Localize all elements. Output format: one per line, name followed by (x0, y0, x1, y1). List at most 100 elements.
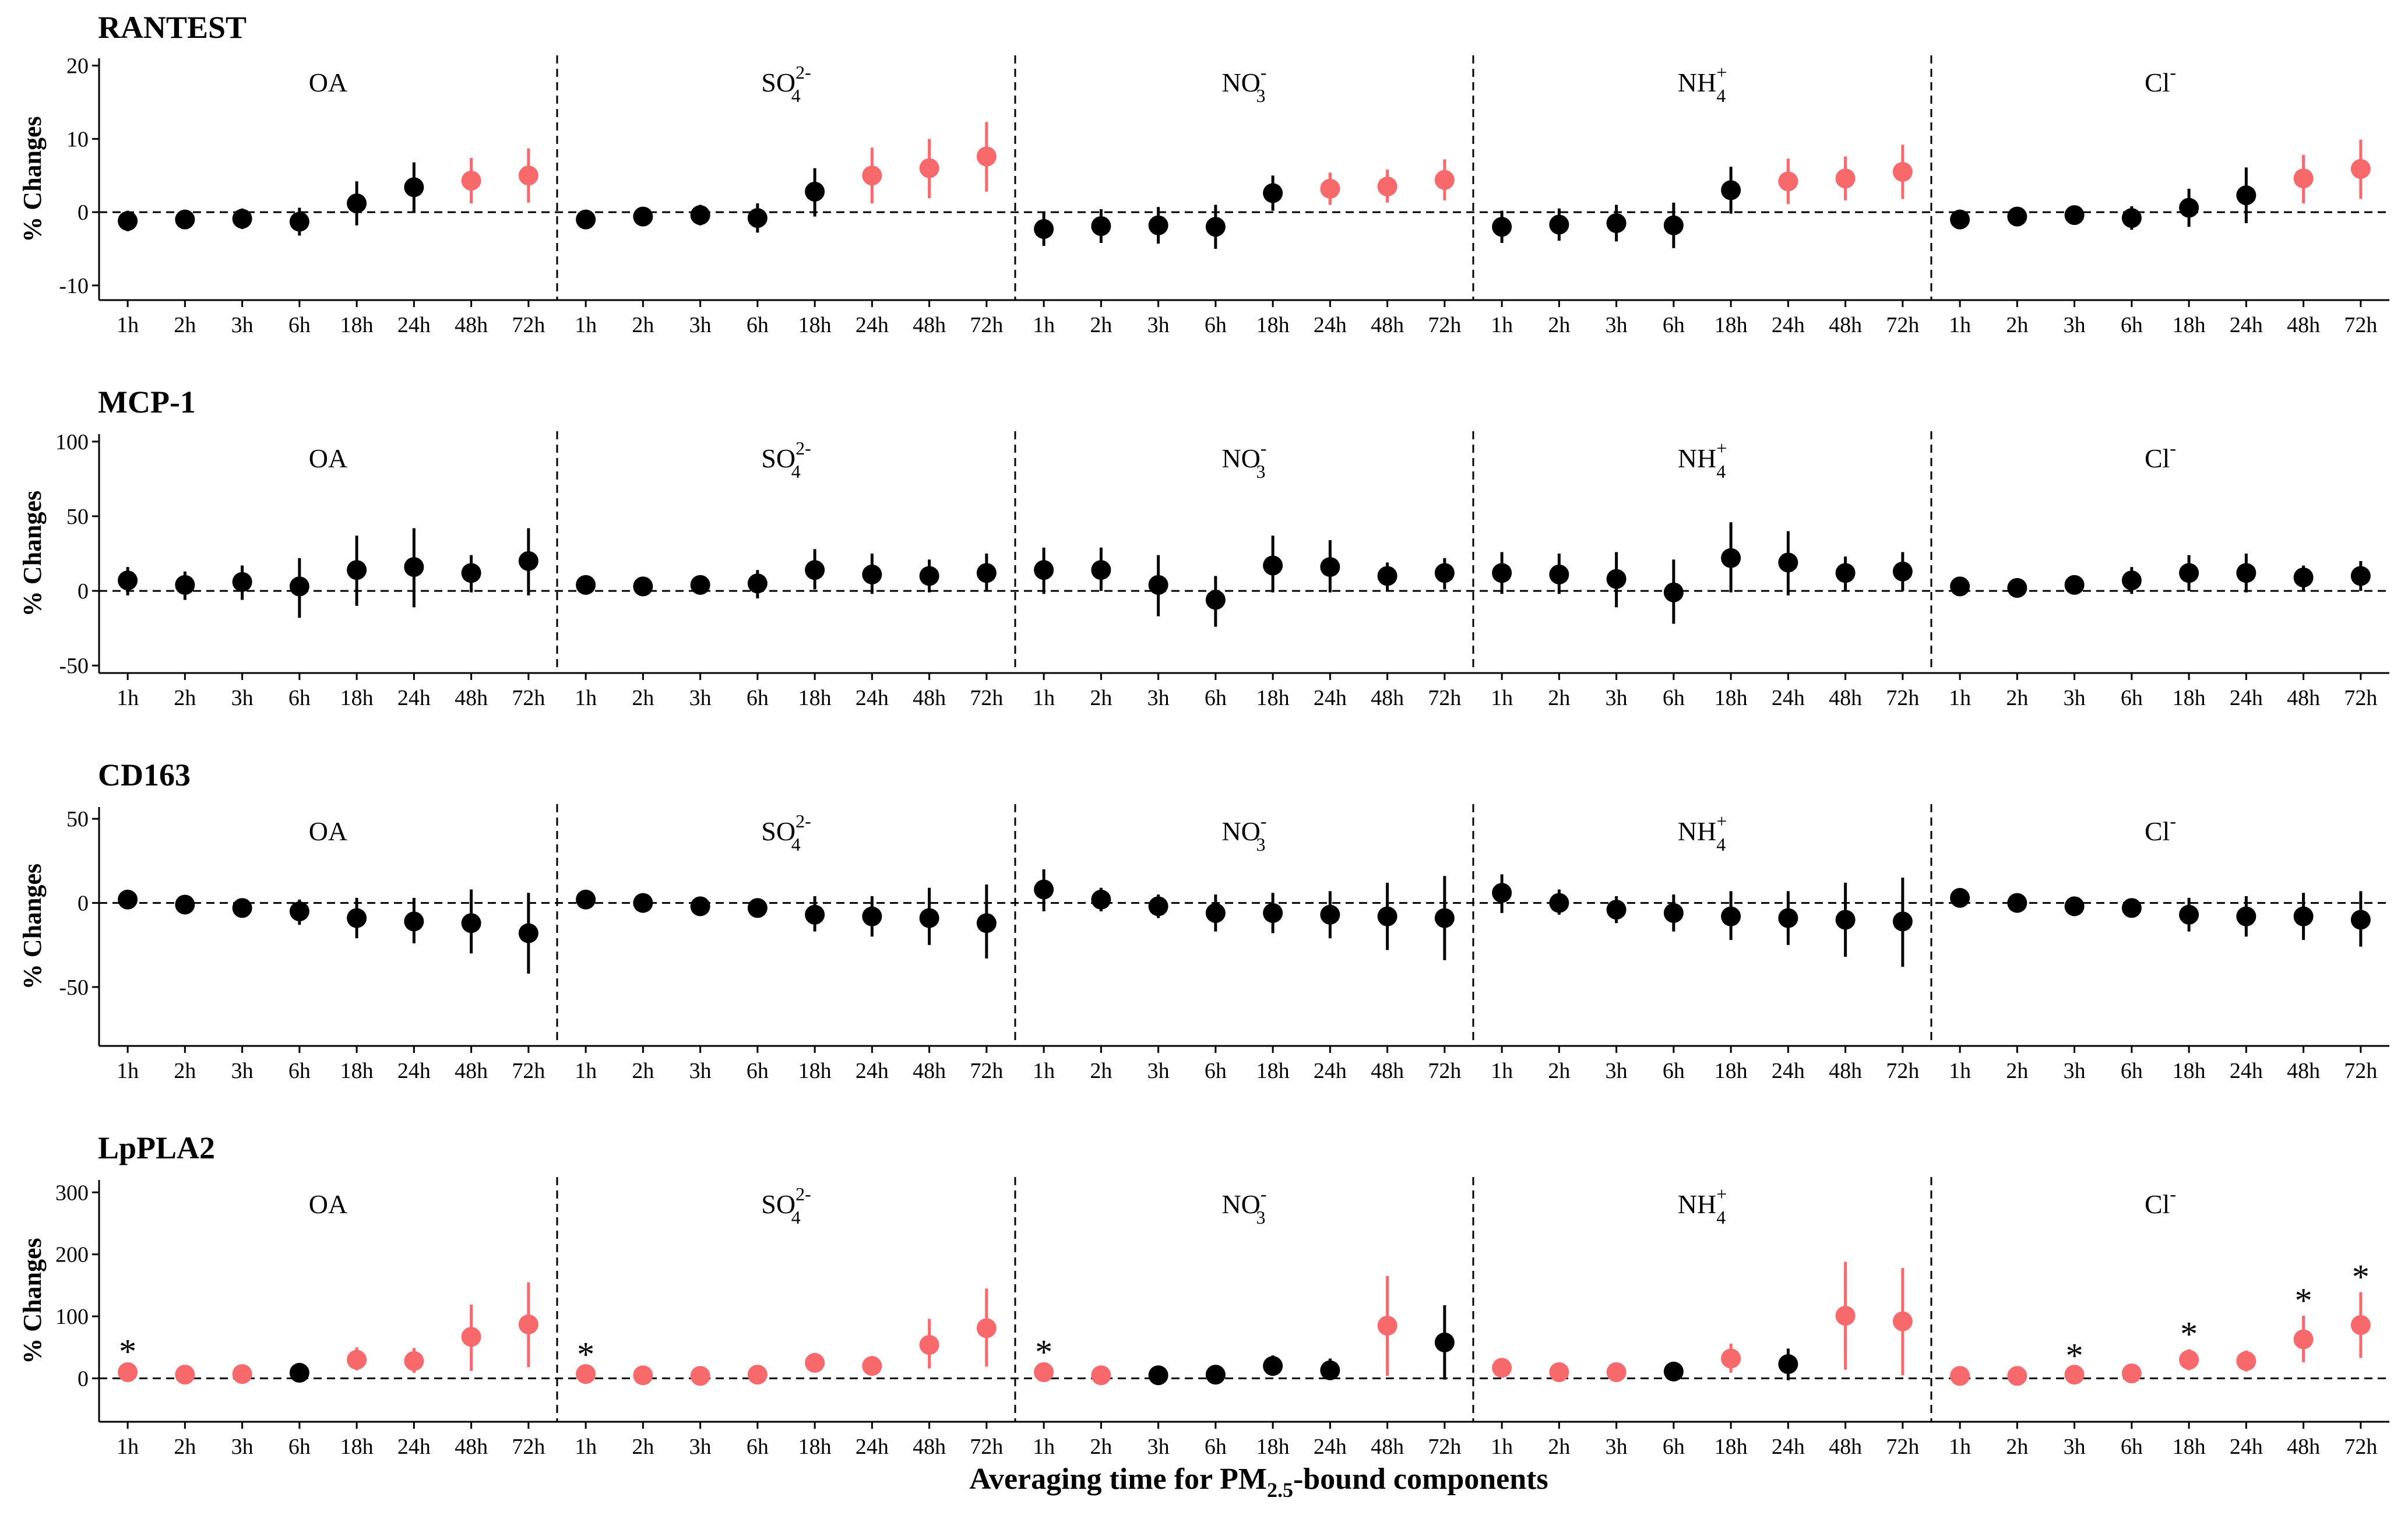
data-point (1721, 180, 1741, 200)
group-label-superscript: - (1261, 1183, 1267, 1204)
data-point (747, 573, 768, 594)
group-so: SO2-4 1h 2h 3h 6h 18h 24h 48h 72h (575, 438, 1003, 710)
group-label: NH+ 4 (1678, 1183, 1727, 1228)
x-tick-label: 18h (340, 686, 374, 710)
group-label-subscript: 4 (791, 834, 801, 855)
data-point (1606, 1362, 1627, 1382)
data-point (404, 557, 424, 577)
group-label-base: OA (309, 443, 347, 473)
x-tick-label: 18h (340, 1435, 374, 1459)
x-tick-label: 2h (1090, 686, 1112, 710)
data-point (1034, 1362, 1054, 1382)
group-label-superscript: - (2170, 62, 2176, 83)
group-label-subscript: 4 (1716, 834, 1726, 855)
x-tick-label: 6h (1663, 313, 1685, 337)
data-point (2121, 898, 2142, 918)
x-tick-label: 6h (2121, 1059, 2143, 1083)
group-label-superscript: 2- (795, 1183, 811, 1204)
data-point (1950, 887, 1970, 908)
data-point (1434, 1332, 1455, 1352)
group-label: Cl- (2145, 62, 2176, 97)
data-point (1091, 889, 1111, 910)
y-tick-label: 0 (78, 1367, 89, 1391)
group-label-base: NO (1221, 68, 1260, 97)
data-point (461, 171, 481, 191)
data-point (1263, 1356, 1283, 1376)
x-tick-label: 3h (231, 1059, 254, 1083)
x-axis-label: Averaging time for PM2.5-bound component… (969, 1463, 1548, 1502)
data-point (1835, 1306, 1856, 1326)
data-point (2121, 570, 2142, 591)
group-label: NO-3 (1221, 811, 1266, 855)
x-tick-label: 24h (1314, 1059, 1347, 1083)
x-tick-label: 48h (1829, 313, 1862, 337)
group-label-subscript: 3 (1256, 85, 1266, 106)
x-tick-label: 2h (174, 686, 196, 710)
x-tick-label: 1h (1033, 1059, 1055, 1083)
x-tick-label: 1h (575, 1059, 597, 1083)
x-tick-label: 6h (1663, 1435, 1685, 1459)
data-point (461, 1327, 481, 1347)
data-point (2179, 198, 2199, 218)
x-tick-label: 72h (1428, 1059, 1461, 1083)
x-tick-label: 72h (970, 1059, 1003, 1083)
data-point (1320, 904, 1340, 925)
data-point (1721, 548, 1741, 568)
data-point (1205, 903, 1226, 923)
group-label: NO-3 (1221, 62, 1266, 106)
data-point (175, 1365, 195, 1385)
x-tick-label: 18h (798, 686, 832, 710)
x-tick-label: 2h (1548, 313, 1570, 337)
data-point (1434, 908, 1455, 928)
data-point (1663, 582, 1684, 603)
data-point (1034, 219, 1054, 239)
group-label-subscript: 3 (1256, 461, 1266, 482)
data-point (1377, 177, 1397, 197)
data-point (690, 896, 710, 917)
x-tick-label: 3h (689, 1059, 712, 1083)
data-point (232, 572, 252, 592)
group-label: NO-3 (1221, 438, 1266, 482)
group-label-superscript: 2- (795, 62, 811, 83)
data-point (175, 894, 195, 915)
x-tick-label: 72h (970, 313, 1003, 337)
x-tick-label: 1h (1491, 1059, 1513, 1083)
group-label: SO2- 4 (761, 1183, 811, 1228)
data-point (576, 1364, 596, 1384)
data-point (862, 1356, 882, 1376)
group-label-base: NH (1678, 443, 1716, 473)
data-point (1377, 1316, 1397, 1336)
y-tick-label: -50 (59, 975, 89, 1000)
data-point (1778, 552, 1798, 573)
x-tick-label: 24h (397, 686, 431, 710)
group-so: SO2-4 1h 2h 3h 6h 18h 24h 48h 72h (575, 62, 1003, 337)
y-axis-label: % Changes (18, 1238, 47, 1364)
x-tick-label: 72h (1886, 1059, 1919, 1083)
x-tick-label: 18h (1256, 1435, 1290, 1459)
data-point (2293, 168, 2314, 189)
group-label: Cl- (2145, 438, 2176, 473)
data-point (976, 913, 997, 933)
data-point (747, 898, 768, 918)
x-tick-label: 3h (689, 1435, 712, 1459)
panel-title: LpPLA2 (98, 1130, 215, 1165)
group-label-subscript: 4 (791, 1207, 801, 1228)
data-point (1492, 563, 1512, 583)
x-tick-label: 6h (2121, 1435, 2143, 1459)
x-tick-label: 2h (632, 1059, 654, 1083)
x-tick-label: 72h (2344, 1435, 2377, 1459)
y-axis-label: % Changes (18, 116, 47, 242)
data-point (1320, 557, 1340, 577)
x-tick-label: 2h (174, 1435, 196, 1459)
data-point (1320, 1360, 1340, 1380)
data-point (1034, 560, 1054, 580)
data-point (2350, 1315, 2371, 1335)
data-point (2064, 896, 2085, 917)
x-tick-label: 24h (2230, 686, 2263, 710)
x-tick-label: 1h (575, 1435, 597, 1459)
x-tick-label: 2h (1548, 1435, 1570, 1459)
data-point (1892, 1311, 1913, 1331)
data-point (2350, 566, 2371, 586)
data-point (2236, 185, 2256, 206)
x-tick-label: 6h (1663, 1059, 1685, 1083)
